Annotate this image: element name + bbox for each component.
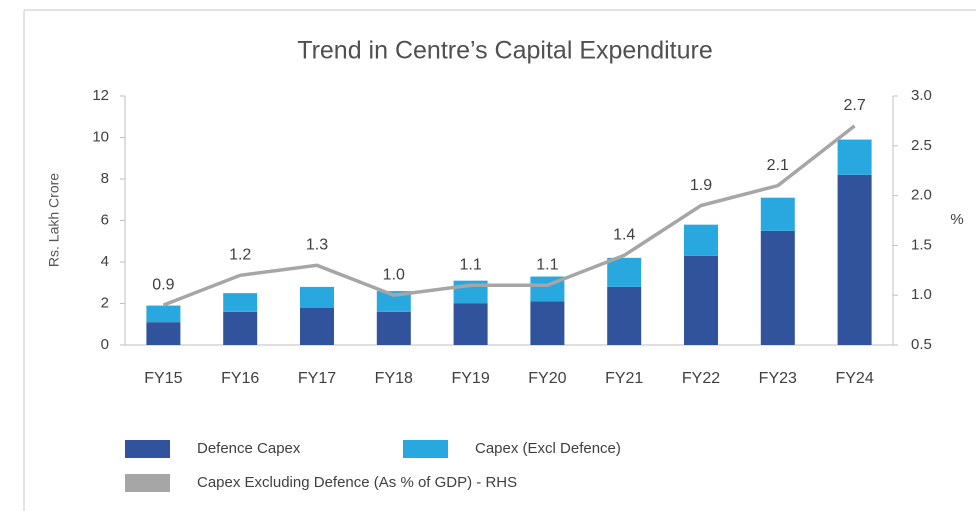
y2-tick-label: 1.0 — [911, 286, 932, 303]
data-label: 1.4 — [613, 227, 635, 244]
y2-tick-label: 2.5 — [911, 137, 932, 154]
bar — [376, 311, 411, 345]
bar — [607, 257, 642, 287]
line — [162, 124, 856, 307]
bar — [760, 197, 795, 231]
y2-axis-label: % — [950, 211, 963, 228]
bar — [837, 139, 872, 175]
legend-swatch — [125, 440, 170, 458]
y2-tick-label: 2.0 — [911, 187, 932, 204]
chart-title: Trend in Centre’s Capital Expenditure — [297, 37, 713, 65]
data-label: 1.2 — [229, 246, 251, 263]
y-tick-label: 12 — [92, 87, 109, 104]
data-label: 1.3 — [306, 237, 328, 254]
y-tick-label: 6 — [101, 211, 109, 228]
x-tick-label: FY18 — [375, 370, 413, 387]
bar — [760, 230, 795, 345]
y-axis-label: Rs. Lakh Crore — [46, 173, 62, 267]
bar — [607, 286, 642, 345]
x-tick-label: FY17 — [298, 370, 336, 387]
legend-swatch — [403, 440, 448, 458]
bar — [146, 305, 181, 323]
y-tick-label: 2 — [101, 294, 109, 311]
x-tick-label: FY16 — [221, 370, 259, 387]
bar — [530, 301, 565, 345]
x-tick-label: FY19 — [451, 370, 489, 387]
y-tick-label: 4 — [101, 253, 109, 270]
bar — [300, 286, 334, 308]
legend-label: Capex (Excl Defence) — [475, 440, 621, 457]
x-tick-label: FY23 — [759, 370, 797, 387]
legend-label: Capex Excluding Defence (As % of GDP) - … — [197, 474, 517, 491]
data-label: 0.9 — [152, 276, 174, 293]
data-label: 1.0 — [383, 266, 405, 283]
x-tick-label: FY15 — [144, 370, 182, 387]
bar — [684, 255, 718, 345]
y-tick-label: 10 — [92, 128, 109, 145]
data-label: 1.1 — [459, 256, 481, 273]
bar — [684, 224, 718, 256]
bar — [453, 303, 488, 345]
data-label: 2.7 — [843, 97, 865, 114]
y2-tick-label: 3.0 — [911, 87, 932, 104]
x-tick-label: FY20 — [528, 370, 566, 387]
bar — [837, 174, 872, 345]
x-tick-label: FY21 — [605, 370, 643, 387]
y-tick-label: 8 — [101, 170, 109, 187]
legend-swatch — [125, 474, 170, 492]
data-label: 2.1 — [767, 157, 789, 174]
data-label: 1.9 — [690, 177, 712, 194]
data-label: 1.1 — [536, 256, 558, 273]
bar — [223, 311, 258, 345]
x-tick-label: FY22 — [682, 370, 720, 387]
x-tick-label: FY24 — [835, 370, 873, 387]
y-tick-label: 0 — [101, 336, 109, 353]
bar — [146, 322, 181, 345]
bar — [300, 307, 334, 345]
y2-tick-label: 0.5 — [911, 336, 932, 353]
bar — [376, 291, 411, 312]
y2-tick-label: 1.5 — [911, 236, 932, 253]
legend-label: Defence Capex — [197, 440, 301, 457]
bar — [223, 293, 258, 312]
